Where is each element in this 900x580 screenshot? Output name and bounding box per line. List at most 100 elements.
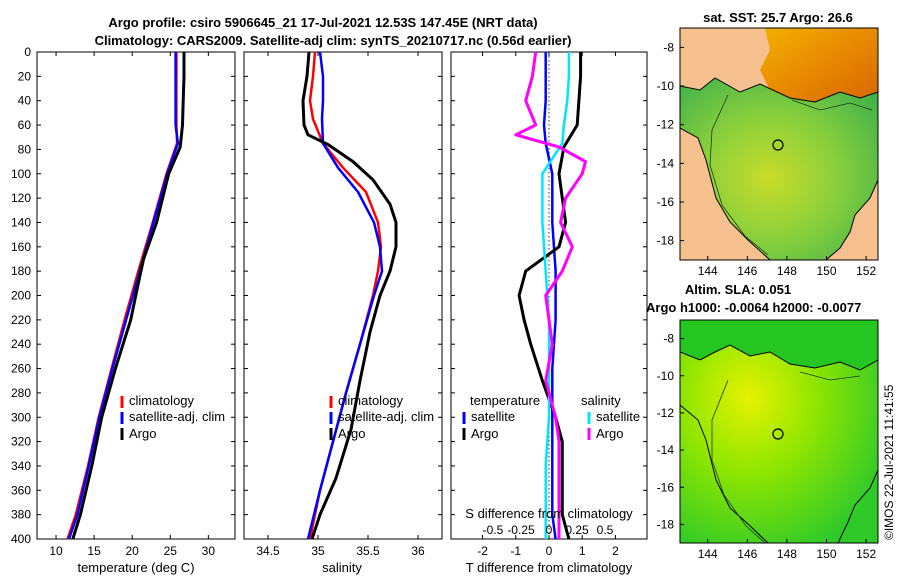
series-line-t-argo: [517, 52, 583, 540]
s-tick-label: 0: [546, 523, 553, 537]
sla-argo-marker: [772, 428, 784, 440]
difference-y-tick-marks: [451, 51, 647, 540]
s-tick-label: 0.25: [565, 523, 589, 537]
depth-tick-label: 240: [11, 337, 31, 351]
sst-map-title: sat. SST: 25.7 Argo: 26.6: [703, 10, 853, 25]
series-line-s-satellite: [541, 52, 571, 539]
map-y-tick-label: -10: [657, 369, 675, 383]
legend-label-satellite: satellite-adj. clim: [338, 409, 434, 424]
sla-north-land: [680, 320, 878, 370]
depth-tick-label: 380: [11, 508, 31, 522]
difference-x-ticks: -2 -1 0 1 2: [477, 52, 619, 558]
legend-label-climatology: climatology: [338, 393, 404, 408]
x-tick-label: -1: [510, 544, 521, 558]
map-x-tick-label: 152: [856, 547, 876, 561]
sla-shelf-contour: [711, 371, 861, 543]
series-line-t-satellite: [542, 52, 557, 540]
imos-credit: ©IMOS 22-Jul-2021 11:41:55: [882, 384, 896, 540]
map-y-tick-label: -18: [657, 517, 675, 531]
series-line-argo: [301, 51, 398, 540]
salinity-x-ticks: 34.5 35 35.5 36: [256, 52, 425, 558]
sla-map-x-ticks: 144 146 148 150 152: [698, 539, 876, 561]
legend-label-argo: Argo: [129, 426, 156, 441]
s-tick-label: -0.5: [483, 523, 504, 537]
temperature-depth-ticks: 0 20 40 60 80 100 120 140 160 180 200 220 240 260 280 3…: [11, 45, 235, 546]
legend-header-salinity: salinity: [581, 393, 621, 408]
depth-tick-label: 340: [11, 459, 31, 473]
depth-tick-label: 140: [11, 215, 31, 229]
map-x-tick-label: 144: [698, 264, 718, 278]
map-y-tick-label: -14: [657, 156, 675, 170]
depth-tick-label: 220: [11, 313, 31, 327]
depth-tick-label: 60: [18, 118, 32, 132]
sst-map: sat. SST: 25.7 Argo: 26.6 -8 -10 -12 -14 -16…: [657, 10, 879, 278]
sst-argo-marker: [772, 139, 784, 151]
sla-map-title-line1: Altim. SLA: 0.051: [685, 282, 791, 297]
sst-shelf-contour: [709, 94, 873, 256]
temperature-panel: 0 20 40 60 80 100 120 140 160 180 200 220 240 260 280 3…: [11, 45, 236, 575]
x-tick-label: 15: [87, 544, 101, 558]
temperature-legend: climatology satellite-adj. clim Argo: [120, 393, 225, 441]
series-line-argo: [71, 52, 186, 540]
legend-label-t-satellite: satellite: [471, 409, 515, 424]
legend-header-temperature: temperature: [470, 393, 540, 408]
x-tick-label: 34.5: [256, 544, 280, 558]
x-tick-label: 0: [546, 544, 553, 558]
map-y-tick-label: -8: [663, 332, 674, 346]
map-x-tick-label: 146: [737, 547, 757, 561]
legend-label-t-argo: Argo: [471, 426, 498, 441]
figure-title-line1: Argo profile: csiro 5906645_21 17-Jul-20…: [108, 15, 537, 30]
sst-map-x-ticks: 144 146 148 150 152: [698, 256, 876, 278]
depth-tick-label: 300: [11, 410, 31, 424]
difference-legend: temperature satellite Argo salinity sate…: [462, 393, 640, 441]
map-y-tick-label: -10: [657, 79, 675, 93]
map-x-tick-label: 144: [698, 547, 718, 561]
temperature-x-ticks: 10 15 20 25 30: [49, 52, 215, 558]
x-tick-label: 2: [612, 544, 619, 558]
depth-tick-label: 0: [24, 45, 31, 59]
map-x-tick-label: 146: [737, 264, 757, 278]
x-tick-label: 10: [49, 544, 63, 558]
s-tick-label: -0.25: [507, 523, 535, 537]
x-tick-label: -2: [477, 544, 488, 558]
x-tick-label: 1: [579, 544, 586, 558]
series-line-satellite: [306, 51, 384, 540]
map-x-tick-label: 148: [777, 264, 797, 278]
depth-tick-label: 360: [11, 483, 31, 497]
depth-tick-label: 200: [11, 289, 31, 303]
x-tick-label: 20: [126, 544, 140, 558]
sst-coastline: [680, 77, 878, 260]
map-x-tick-label: 148: [777, 547, 797, 561]
salinity-axes-box: [243, 51, 443, 540]
salinity-panel: 34.5 35 35.5 36 climatology satellite-adj. …: [243, 51, 443, 575]
depth-tick-label: 100: [11, 167, 31, 181]
depth-tick-label: 120: [11, 191, 31, 205]
map-y-tick-label: -16: [657, 195, 675, 209]
legend-label-s-argo: Argo: [596, 426, 623, 441]
map-y-tick-label: -16: [657, 480, 675, 494]
salinity-legend: climatology satellite-adj. clim Argo: [329, 393, 434, 441]
map-y-tick-label: -12: [657, 118, 675, 132]
legend-label-s-satellite: satellite: [596, 409, 640, 424]
s-difference-label: S difference from climatology: [465, 506, 633, 521]
s-difference-ticks: -0.5 -0.25 0 0.25 0.5: [483, 523, 614, 537]
map-x-tick-label: 150: [817, 547, 837, 561]
depth-tick-label: 180: [11, 264, 31, 278]
temperature-xlabel: temperature (deg C): [77, 560, 194, 575]
map-y-tick-label: -14: [657, 443, 675, 457]
depth-tick-label: 260: [11, 362, 31, 376]
sla-map: Altim. SLA: 0.051 Argo h1000: -0.0064 h2…: [646, 282, 879, 561]
sst-map-y-ticks: -8 -10 -12 -14 -16 -18: [657, 40, 684, 248]
salinity-series: [301, 51, 398, 540]
sla-map-title-line2: Argo h1000: -0.0064 h2000: -0.0077: [646, 300, 861, 315]
x-tick-label: 30: [202, 544, 216, 558]
salinity-y-tick-marks: [244, 51, 442, 540]
x-tick-label: 36: [411, 544, 425, 558]
map-y-tick-label: -18: [657, 234, 675, 248]
legend-label-satellite: satellite-adj. clim: [129, 409, 225, 424]
depth-tick-label: 80: [18, 142, 32, 156]
sla-coastline: [680, 344, 878, 543]
map-y-tick-label: -12: [657, 406, 675, 420]
legend-label-argo: Argo: [338, 426, 365, 441]
x-tick-label: 35: [311, 544, 325, 558]
